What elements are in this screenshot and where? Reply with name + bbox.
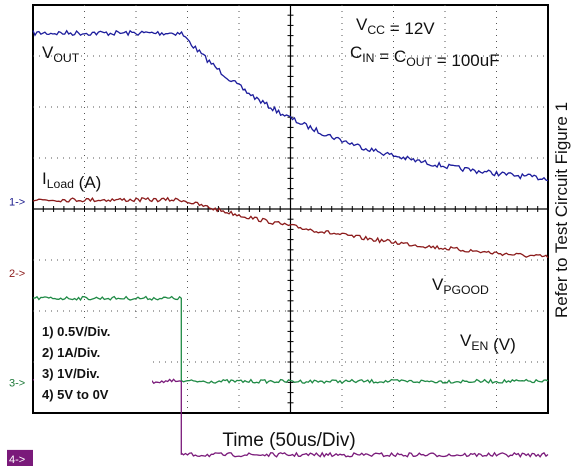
- labels: VOUT ILoad (A) VPGOOD VEN (V) VCC = 12V CIN =…: [7, 15, 516, 466]
- label-vout: VOUT: [42, 43, 80, 65]
- scale-legend-box: [34, 318, 152, 412]
- trace-series-3: [32, 295, 549, 385]
- channel-marker-3: 3->: [9, 377, 25, 389]
- scale-legend-item: 3) 1V/Div.: [42, 366, 100, 381]
- scale-legend-item: 1) 0.5V/Div.: [42, 324, 110, 339]
- label-ven: VEN (V): [460, 331, 516, 354]
- grid: [32, 4, 549, 414]
- label-vpgood: VPGOOD: [432, 275, 489, 297]
- x-axis-label: Time (50us/Div): [222, 430, 356, 451]
- condition-vcc: VCC = 12V: [356, 15, 435, 38]
- channel-marker-box: [7, 449, 33, 466]
- condition-caps: CIN = COUT = 100uF: [350, 43, 500, 70]
- scale-legend-item: 2) 1A/Div.: [42, 345, 100, 360]
- trace-series-2: [32, 196, 549, 259]
- scale-legend-item: 4) 5V to 0V: [42, 387, 109, 402]
- channel-marker-1: 1->: [9, 196, 25, 208]
- channel-marker-4: 4->: [9, 454, 25, 466]
- side-note: Refer to Test Circuit Figure 1: [552, 101, 571, 319]
- trace-series-1: [32, 29, 549, 182]
- channel-marker-2: 2->: [9, 268, 25, 280]
- label-iload: ILoad (A): [42, 169, 101, 192]
